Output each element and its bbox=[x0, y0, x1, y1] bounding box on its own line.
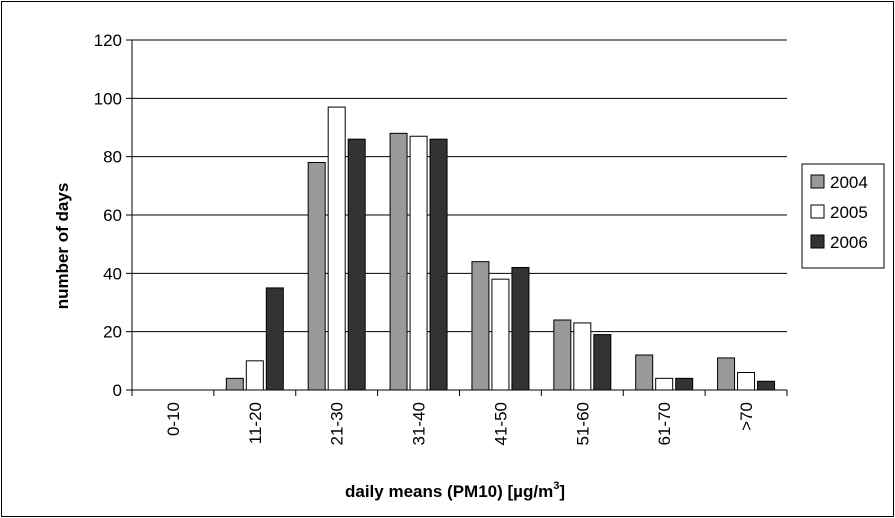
bar-2006-6 bbox=[675, 377, 694, 391]
x-axis-title-end: ] bbox=[559, 482, 565, 501]
x-axis-title: daily means (PM10) [µg/m3] bbox=[345, 480, 565, 501]
x-tick-label: 41-50 bbox=[491, 402, 510, 445]
x-tick-label: 51-60 bbox=[573, 402, 592, 445]
bar-2005-4 bbox=[491, 278, 510, 391]
bars bbox=[225, 106, 776, 391]
gridlines bbox=[132, 39, 787, 333]
bar-2005-7 bbox=[737, 372, 756, 391]
y-tick-label: 20 bbox=[103, 323, 122, 342]
legend-label-2004: 2004 bbox=[830, 173, 868, 192]
bar-2005-5 bbox=[573, 322, 592, 391]
bar-2006-1 bbox=[265, 287, 284, 391]
y-tick-label: 100 bbox=[94, 89, 122, 108]
legend-swatch-2004 bbox=[810, 174, 825, 189]
bar-2005-6 bbox=[655, 377, 674, 391]
bar-2004-3 bbox=[389, 132, 408, 391]
bar-2005-2 bbox=[327, 106, 346, 391]
legend-label-2005: 2005 bbox=[830, 203, 868, 222]
legend: 2004 2005 2006 bbox=[801, 163, 885, 269]
x-tick-labels: 0-10 11-20 21-30 31-40 41-50 51-60 61-70 >70 bbox=[164, 402, 756, 445]
bar-2005-3 bbox=[409, 135, 428, 391]
x-tick-label: 0-10 bbox=[164, 402, 183, 436]
x-axis-title-superscript: 3 bbox=[553, 480, 559, 492]
y-axis-title: number of days bbox=[53, 183, 72, 310]
legend-swatch-2005 bbox=[810, 204, 825, 219]
bar-2006-3 bbox=[429, 138, 448, 391]
legend-label-2006: 2006 bbox=[830, 233, 868, 252]
y-tick-label: 0 bbox=[113, 381, 122, 400]
bar-2004-7 bbox=[717, 357, 736, 391]
x-tick-label: 21-30 bbox=[328, 402, 347, 445]
x-tick-label: 31-40 bbox=[410, 402, 429, 445]
x-tick-label: >70 bbox=[737, 402, 756, 431]
bar-2004-2 bbox=[307, 162, 326, 391]
x-tick-label: 11-20 bbox=[246, 402, 265, 444]
y-tick-label: 60 bbox=[103, 206, 122, 225]
bar-2004-4 bbox=[471, 261, 490, 391]
bar-2004-1 bbox=[225, 377, 244, 391]
axes bbox=[126, 39, 788, 396]
bar-2006-4 bbox=[511, 267, 530, 391]
bar-2006-5 bbox=[593, 334, 612, 391]
bar-2006-7 bbox=[757, 380, 776, 391]
y-tick-label: 120 bbox=[94, 31, 122, 50]
bar-2005-1 bbox=[245, 360, 264, 391]
bar-2006-2 bbox=[347, 138, 366, 391]
bar-2004-6 bbox=[635, 354, 654, 391]
y-tick-labels: 0 20 40 60 80 100 120 bbox=[94, 31, 122, 400]
x-axis-title-main: daily means (PM10) [µg/m bbox=[345, 482, 553, 501]
bar-2004-5 bbox=[553, 319, 572, 391]
legend-swatch-2006 bbox=[810, 234, 825, 249]
x-tick-label: 61-70 bbox=[655, 402, 674, 445]
y-tick-label: 40 bbox=[103, 264, 122, 283]
y-tick-label: 80 bbox=[103, 148, 122, 167]
